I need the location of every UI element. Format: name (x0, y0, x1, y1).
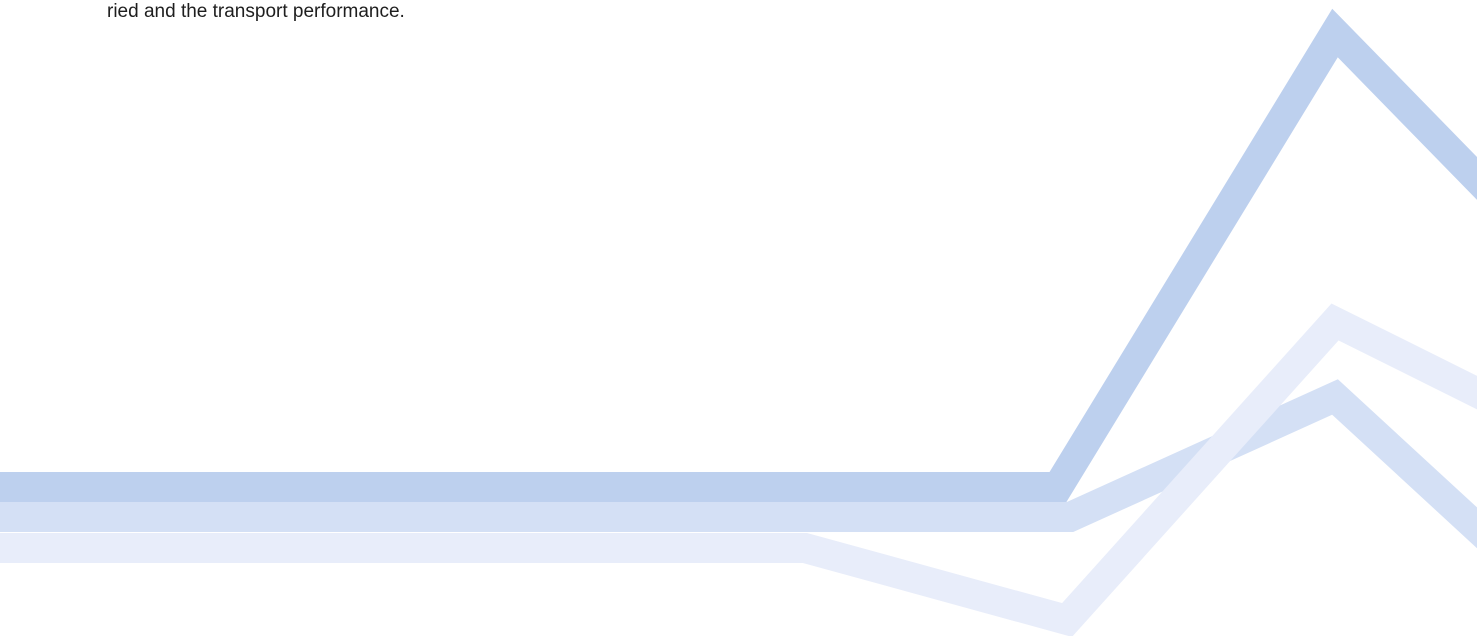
band-light (0, 303, 1477, 636)
body-text: ried and the transport performance. (107, 1, 405, 22)
band-dark (0, 8, 1477, 502)
